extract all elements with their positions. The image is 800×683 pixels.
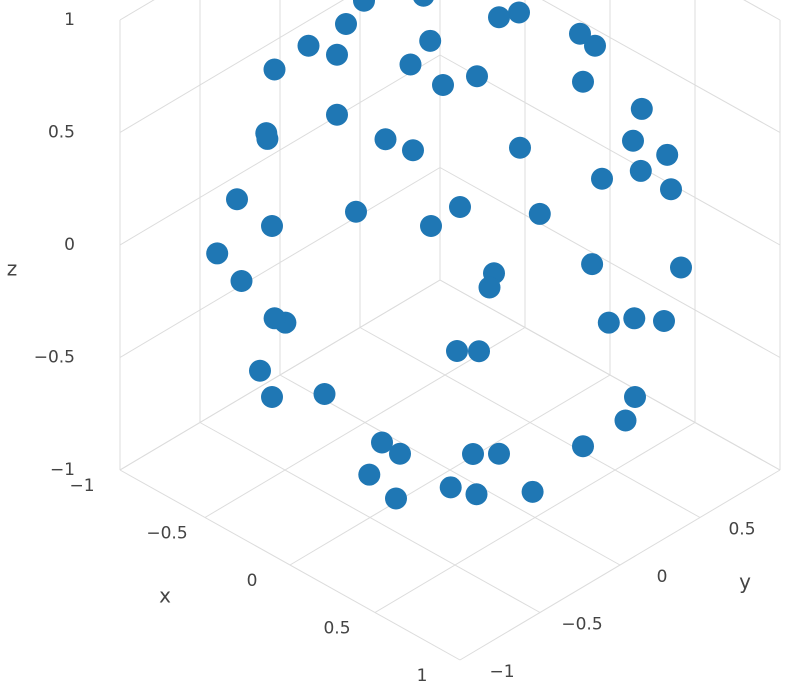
point [572, 70, 594, 93]
point [622, 129, 644, 152]
z-tick-label: 0 [64, 235, 75, 255]
point [432, 74, 454, 96]
z-tick-label: 1 [64, 10, 75, 30]
point [572, 435, 594, 458]
point [389, 442, 411, 465]
point [206, 242, 229, 265]
point [263, 58, 286, 81]
x-axis-title: x [159, 584, 171, 608]
point [297, 34, 320, 57]
point [478, 276, 501, 299]
grid-line [439, 54, 781, 246]
point [358, 463, 381, 486]
point [584, 34, 606, 57]
point [591, 167, 613, 190]
y-tick-label: 0 [657, 567, 668, 587]
grid-line [119, 0, 345, 133]
point [468, 340, 490, 363]
point [371, 431, 393, 454]
point [420, 215, 442, 237]
point [374, 128, 397, 151]
y-tick-label: 0.5 [728, 520, 755, 540]
point [439, 476, 462, 499]
x-tick-label: −0.5 [146, 524, 187, 544]
y-tick-label: −1 [489, 662, 514, 682]
grid-line [119, 279, 441, 471]
point [326, 43, 348, 66]
point [623, 307, 646, 330]
point [653, 310, 675, 332]
point [255, 122, 278, 145]
point [249, 359, 271, 382]
point [230, 270, 253, 292]
point [226, 188, 248, 211]
point [313, 383, 336, 405]
x-tick-label: 0 [247, 571, 258, 591]
grid-line [199, 422, 541, 613]
point [345, 200, 367, 223]
x-tick-label: −1 [69, 476, 94, 496]
point [385, 487, 407, 510]
point [263, 307, 286, 330]
z-tick-label: 0.5 [48, 123, 75, 143]
point [446, 340, 468, 362]
point [508, 1, 530, 24]
grid-line [439, 279, 781, 471]
point [261, 386, 283, 408]
point [413, 0, 434, 7]
grid-line [119, 469, 461, 661]
point [335, 13, 357, 35]
point [630, 97, 653, 120]
point [399, 53, 422, 76]
point [326, 103, 348, 126]
point [449, 196, 471, 218]
point [624, 386, 646, 408]
x-tick-label: 1 [417, 666, 428, 683]
point [581, 253, 604, 276]
point [569, 22, 591, 45]
point [656, 143, 679, 166]
point [629, 159, 652, 182]
z-axis-title: z [7, 257, 18, 281]
y-tick-label: −0.5 [561, 615, 602, 635]
point [462, 443, 484, 465]
point [670, 256, 692, 279]
z-tick-label: −0.5 [34, 348, 75, 368]
point [419, 29, 442, 52]
point [597, 311, 620, 334]
point [465, 483, 488, 506]
grid-line [359, 327, 701, 518]
x-tick-label: 0.5 [323, 619, 350, 639]
y-axis-title: y [739, 570, 751, 594]
point [528, 202, 551, 225]
z-tick-label: −1 [50, 460, 75, 480]
point [614, 409, 637, 432]
point [488, 6, 510, 29]
point [521, 480, 544, 503]
grid-line [119, 167, 441, 358]
point [402, 139, 424, 162]
grid-line [439, 167, 781, 358]
grid-line [279, 374, 621, 566]
point [466, 65, 488, 88]
point [660, 178, 682, 201]
grid-line [541, 0, 781, 133]
point [261, 215, 283, 237]
point [509, 136, 531, 159]
grid-line [119, 54, 441, 246]
point [488, 442, 510, 465]
point [353, 0, 375, 12]
